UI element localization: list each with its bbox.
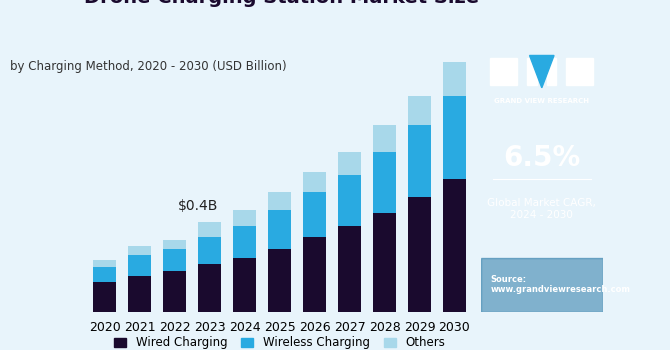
Text: $0.4B: $0.4B [178,199,218,213]
Bar [304,193,326,237]
Bar [408,197,431,312]
Bar [163,248,186,271]
Bar [198,222,221,237]
Bar [163,240,186,248]
Bar [198,237,221,264]
Bar [443,179,466,312]
Bar [268,210,291,248]
Bar [408,96,431,125]
Bar [304,172,326,192]
Bar [480,258,603,312]
Text: Source:
www.grandviewresearch.com: Source: www.grandviewresearch.com [490,275,630,294]
Bar [408,125,431,197]
Bar [373,213,396,312]
Bar [304,237,326,312]
Bar [373,125,396,152]
Bar [566,58,593,85]
Polygon shape [529,56,554,88]
Bar [338,175,361,226]
Text: Global Market CAGR,
2024 - 2030: Global Market CAGR, 2024 - 2030 [487,198,596,220]
Text: Drone Charging Station Market Size: Drone Charging Station Market Size [84,0,479,7]
Bar [547,58,557,85]
Text: GRAND VIEW RESEARCH: GRAND VIEW RESEARCH [494,98,590,104]
Bar [490,58,517,85]
Legend: Wired Charging, Wireless Charging, Others: Wired Charging, Wireless Charging, Other… [110,332,450,350]
Bar [163,271,186,312]
Bar [373,152,396,213]
Text: 6.5%: 6.5% [503,144,580,172]
Bar [198,264,221,312]
Bar [268,248,291,312]
Bar [129,256,151,275]
Bar [129,275,151,312]
Bar [93,267,116,282]
Bar [93,260,116,267]
Text: by Charging Method, 2020 - 2030 (USD Billion): by Charging Method, 2020 - 2030 (USD Bil… [10,60,287,73]
Bar [338,152,361,175]
Bar [129,246,151,256]
Bar [443,96,466,179]
Bar [233,258,256,312]
Bar [268,193,291,210]
Bar [527,58,537,85]
Bar [93,282,116,312]
Bar [233,210,256,226]
Bar [443,62,466,96]
Bar [233,226,256,258]
Bar [338,226,361,312]
